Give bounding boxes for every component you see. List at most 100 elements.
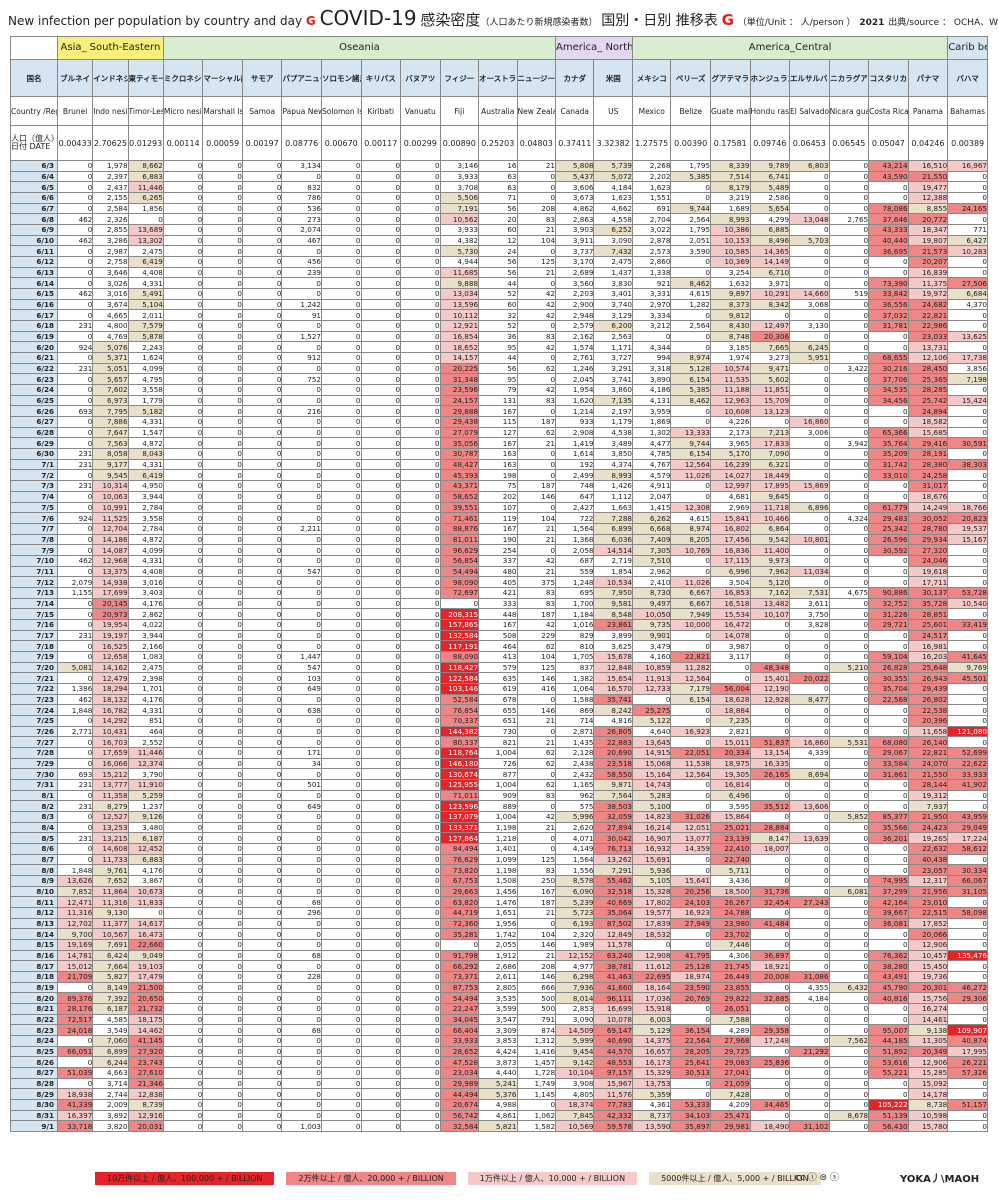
- table-row: 6/21 0 5,371 1,624 0 0 0 912 0 0 0 14,157 44 0 2,761 3,…: [9, 352, 988, 364]
- value-cell: 29,438: [439, 416, 480, 428]
- value-cell: 15,012: [57, 960, 94, 973]
- country-en-name: El Salvador: [789, 96, 830, 126]
- value-cell: 0: [868, 490, 909, 503]
- value-cell: 0: [947, 256, 988, 268]
- value-cell: 43,214: [868, 160, 909, 172]
- value-cell: 25,601: [907, 618, 949, 631]
- value-cell: 0: [202, 277, 243, 290]
- value-cell: 851: [127, 714, 164, 727]
- value-cell: 0: [400, 512, 441, 524]
- value-cell: 0: [281, 1099, 322, 1111]
- value-cell: 0: [360, 821, 402, 834]
- population-value: 1.27575: [631, 125, 672, 161]
- value-cell: 20,066: [907, 928, 949, 941]
- value-cell: 208: [516, 202, 557, 215]
- value-cell: 42: [516, 341, 557, 354]
- value-cell: 0: [789, 224, 830, 236]
- value-cell: 20,031: [127, 1120, 164, 1133]
- value-cell: 10,000: [670, 618, 711, 631]
- value-cell: 58,098: [947, 907, 988, 919]
- value-cell: 0: [57, 330, 94, 343]
- value-cell: 2,009: [92, 1099, 129, 1111]
- value-cell: 6,187: [127, 832, 164, 844]
- table-row: 8/16 14,781 6,424 9,049 0 0 0 68 0 0 0 91,798 1,912 2…: [9, 949, 988, 962]
- value-cell: 0: [320, 565, 362, 578]
- value-cell: 24,018: [57, 1024, 94, 1037]
- date-cell: 7/15: [9, 608, 59, 620]
- date-cell: 8/31: [9, 1109, 59, 1122]
- value-cell: 28,191: [907, 448, 949, 460]
- value-cell: 3,850: [593, 448, 633, 460]
- value-cell: 3,708: [439, 181, 480, 194]
- value-cell: 21,745: [709, 960, 751, 973]
- value-cell: 12,564: [670, 672, 711, 684]
- value-cell: 0: [202, 234, 243, 247]
- value-cell: 52: [478, 320, 518, 332]
- value-cell: 0: [320, 160, 362, 172]
- value-cell: 5,081: [57, 661, 94, 674]
- value-cell: 0: [516, 544, 557, 556]
- value-cell: 3,856: [947, 362, 988, 375]
- value-cell: 0: [360, 746, 402, 759]
- value-cell: 0: [162, 256, 204, 268]
- value-cell: 0: [320, 480, 362, 492]
- value-cell: 0: [202, 394, 243, 407]
- value-cell: 0: [360, 192, 402, 204]
- value-cell: 0: [828, 896, 870, 909]
- table-row: 8/11 12,471 11,316 11,833 0 0 0 68 0 0 0 63,820 1,47…: [9, 896, 988, 909]
- value-cell: 0: [947, 320, 988, 332]
- table-row: 8/26 0 6,244 23,743 0 0 0 0 0 0 0 47,528 3,873 1,457 9…: [9, 1056, 988, 1069]
- value-cell: 0: [320, 405, 362, 418]
- value-cell: 0: [516, 352, 557, 364]
- value-cell: 1,112: [593, 490, 633, 503]
- brand-logo: YOKA丿\MAOH: [900, 1174, 980, 1185]
- value-cell: 726: [478, 757, 518, 770]
- value-cell: 8,014: [555, 992, 595, 1005]
- value-cell: 35,209: [868, 448, 909, 460]
- value-cell: 5,259: [127, 789, 164, 802]
- value-cell: 5,878: [127, 330, 164, 343]
- value-cell: 3,286: [92, 234, 129, 247]
- value-cell: 5,104: [127, 298, 164, 311]
- value-cell: 0: [400, 672, 441, 684]
- value-cell: 43,491: [868, 971, 909, 983]
- value-cell: 1,312: [516, 1035, 557, 1047]
- value-cell: 0: [57, 224, 94, 236]
- table-row: 7/19 0 12,658 1,083 0 0 0 1,447 0 0 0 88,090 413 104 1…: [9, 650, 988, 663]
- value-cell: 2,437: [92, 181, 129, 194]
- value-cell: 5,437: [555, 170, 595, 183]
- value-cell: 0: [400, 896, 441, 909]
- value-cell: 21: [516, 565, 557, 578]
- value-cell: 0: [789, 875, 830, 887]
- value-cell: 0: [162, 1077, 204, 1090]
- value-cell: 0: [360, 597, 402, 610]
- value-cell: 88,090: [439, 650, 480, 663]
- value-cell: 0: [400, 907, 441, 919]
- value-cell: 11,034: [789, 565, 830, 578]
- value-cell: 32,584: [439, 1120, 480, 1133]
- value-cell: 0: [828, 704, 870, 716]
- value-cell: 81,011: [439, 533, 480, 546]
- value-cell: 5,999: [555, 1035, 595, 1047]
- value-cell: 519: [828, 288, 870, 300]
- value-cell: 2,579: [555, 320, 595, 332]
- value-cell: 34,535: [868, 384, 909, 396]
- value-cell: 7,162: [749, 586, 791, 599]
- value-cell: 13,077: [670, 832, 711, 844]
- value-cell: 462: [57, 554, 94, 567]
- value-cell: 0: [947, 736, 988, 748]
- value-cell: 0: [202, 448, 243, 460]
- value-cell: 19,197: [92, 629, 129, 642]
- legend-item: 2万件以上 / 億人、20,000 + / BILLION: [286, 1172, 456, 1185]
- value-cell: 23,596: [439, 384, 480, 396]
- value-cell: 16,853: [709, 586, 751, 599]
- value-cell: 0: [162, 1088, 204, 1101]
- value-cell: 0: [202, 245, 243, 258]
- value-cell: 0: [281, 960, 322, 973]
- value-cell: 0: [360, 448, 402, 460]
- value-cell: 9,812: [709, 309, 751, 322]
- value-cell: 0: [241, 682, 283, 695]
- value-cell: 19,577: [631, 907, 672, 919]
- value-cell: 0: [320, 853, 362, 866]
- value-cell: 6,424: [92, 949, 129, 962]
